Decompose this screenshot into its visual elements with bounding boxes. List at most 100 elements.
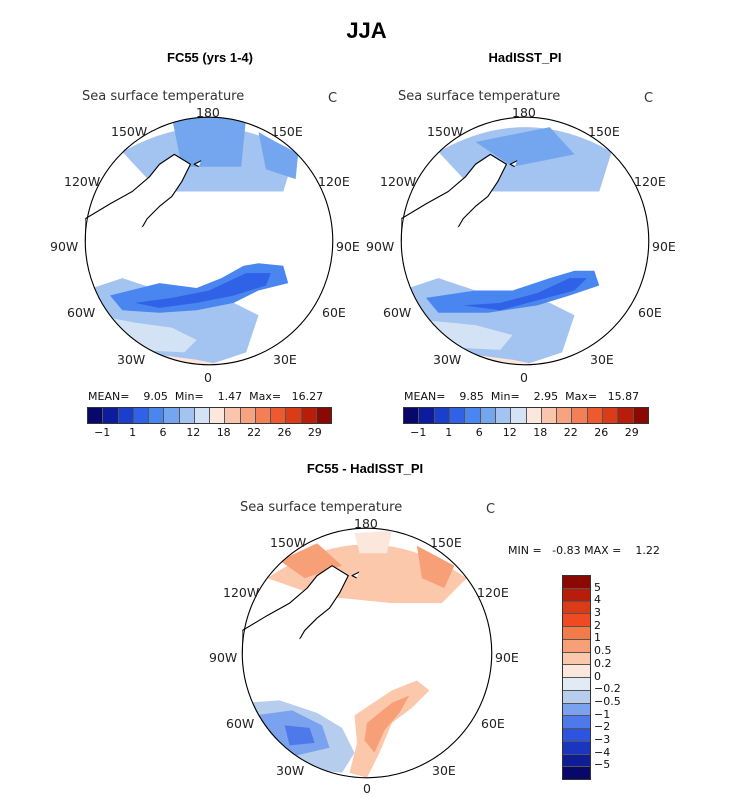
panel-1-units: C: [328, 91, 338, 106]
colorbar-tick-label: −4: [594, 745, 611, 759]
colorbar-tick-label: 5: [594, 580, 601, 594]
colorbar-swatch: [563, 753, 590, 767]
colorbar-swatch: [270, 408, 286, 423]
colorbar-tick-label: 2: [594, 618, 601, 632]
panel-2-units: C: [644, 91, 654, 106]
colorbar-swatch: [563, 638, 590, 652]
colorbar-panel-1: [87, 407, 332, 424]
p2-lon-150w: 150W: [427, 124, 464, 139]
p3-lon-60w: 60W: [226, 716, 255, 731]
p1-lon-30e: 30E: [273, 352, 297, 367]
p3-lon-180: 180: [354, 516, 378, 531]
map-panel-1: [84, 116, 334, 366]
panel-3-variable: Sea surface temperature: [240, 500, 403, 515]
colorbar-swatch: [563, 600, 590, 614]
p3-lon-150w: 150W: [270, 535, 307, 550]
colorbar-swatch: [563, 740, 590, 754]
p3-lon-120w: 120W: [223, 585, 260, 600]
colorbar-swatch: [193, 408, 209, 423]
colorbar-swatch: [563, 689, 590, 703]
p1-lon-0: 0: [204, 370, 212, 385]
p1-lon-90w: 90W: [50, 239, 79, 254]
colorbar-tick-label: −0.2: [594, 682, 621, 696]
p2-lon-180: 180: [512, 105, 536, 120]
colorbar-tick-label: 4: [594, 593, 601, 607]
panel-3-title: FC55 - HadISST_PI: [306, 461, 424, 476]
colorbar-difference: [562, 575, 591, 780]
p1-lon-180: 180: [196, 105, 220, 120]
colorbar-tick-label: −2: [594, 720, 611, 734]
p1-lon-120e: 120E: [318, 174, 350, 189]
panel-2-stats: MEAN= 9.85 Min= 2.95 Max= 15.87: [404, 390, 640, 403]
panel-1-variable: Sea surface temperature: [82, 89, 245, 104]
colorbar-tick-label: 6: [475, 426, 483, 439]
colorbar-swatch: [563, 613, 590, 626]
colorbar-tick-label: −5: [594, 758, 611, 772]
colorbar-swatch: [88, 408, 103, 423]
colorbar-swatch: [556, 408, 572, 423]
colorbar-swatch: [479, 408, 495, 423]
colorbar-swatch: [563, 576, 590, 588]
colorbar-swatch: [464, 408, 480, 423]
p1-lon-30w: 30W: [117, 352, 146, 367]
colorbar-tick-label: 0.5: [594, 644, 612, 658]
colorbar-swatch: [285, 408, 301, 423]
colorbar-tick-label: 3: [594, 606, 601, 620]
colorbar-swatch: [404, 408, 419, 423]
p3-lon-30e: 30E: [432, 763, 456, 778]
p2-lon-90w: 90W: [366, 239, 395, 254]
colorbar-tick-label: −1: [594, 707, 611, 721]
colorbar-swatch: [586, 408, 603, 423]
colorbar-swatch: [563, 677, 590, 690]
colorbar-swatch: [510, 408, 526, 423]
colorbar-swatch: [418, 408, 434, 423]
panel-3-units: C: [486, 502, 496, 517]
colorbar-swatch: [602, 408, 618, 423]
panel-2-title: HadISST_PI: [488, 50, 562, 65]
colorbar-tick-label: 29: [624, 426, 639, 439]
p2-lon-30w: 30W: [433, 352, 462, 367]
colorbar-swatch: [563, 728, 590, 741]
p2-lon-60e: 60E: [638, 305, 662, 320]
colorbar-tick-label: 0: [594, 669, 601, 683]
colorbar-swatch: [448, 408, 465, 423]
p2-lon-120w: 120W: [380, 174, 417, 189]
colorbar-swatch: [563, 702, 590, 716]
p2-lon-90e: 90E: [652, 239, 676, 254]
colorbar-swatch: [132, 408, 148, 423]
colorbar-tick-label: −0.5: [594, 694, 621, 708]
p1-lon-150e: 150E: [271, 124, 303, 139]
colorbar-ticks-panel-1: −1 1 6 12 18 22 26 29: [87, 426, 330, 440]
colorbar-swatch: [300, 408, 316, 423]
panel-2-variable: Sea surface temperature: [398, 89, 561, 104]
colorbar-tick-label: 29: [307, 426, 322, 439]
p1-lon-90e: 90E: [336, 239, 360, 254]
colorbar-tick-label: −3: [594, 732, 611, 746]
colorbar-panel-2: [403, 407, 649, 424]
p1-lon-60w: 60W: [67, 305, 96, 320]
map-panel-2: [400, 116, 650, 366]
colorbar-swatch: [563, 587, 590, 601]
p3-lon-90w: 90W: [209, 650, 238, 665]
panel-3-minmax: MIN = -0.83 MAX = 1.22: [508, 544, 660, 557]
colorbar-difference-ticks: 5 4 3 2 1 0.5 0.2 0 −0.2 −0.5 −1 −2 −3 −4 −5: [594, 575, 644, 780]
colorbar-swatch: [224, 408, 240, 423]
p2-lon-0: 0: [520, 370, 528, 385]
p3-lon-90e: 90E: [495, 650, 519, 665]
colorbar-swatch: [178, 408, 194, 423]
colorbar-tick-label: 22: [563, 426, 578, 439]
colorbar-tick-label: 1: [594, 631, 601, 645]
colorbar-swatch: [163, 408, 179, 423]
colorbar-swatch: [563, 766, 590, 779]
colorbar-swatch: [239, 408, 255, 423]
colorbar-swatch: [315, 408, 331, 423]
colorbar-swatch: [433, 408, 449, 423]
colorbar-tick-label: 0.2: [594, 656, 612, 670]
colorbar-swatch: [563, 626, 590, 639]
colorbar-swatch: [494, 408, 511, 423]
colorbar-swatch: [102, 408, 118, 423]
colorbar-tick-label: 18: [533, 426, 548, 439]
colorbar-tick-label: 22: [247, 426, 262, 439]
p3-lon-60e: 60E: [481, 716, 505, 731]
p2-lon-30e: 30E: [590, 352, 614, 367]
